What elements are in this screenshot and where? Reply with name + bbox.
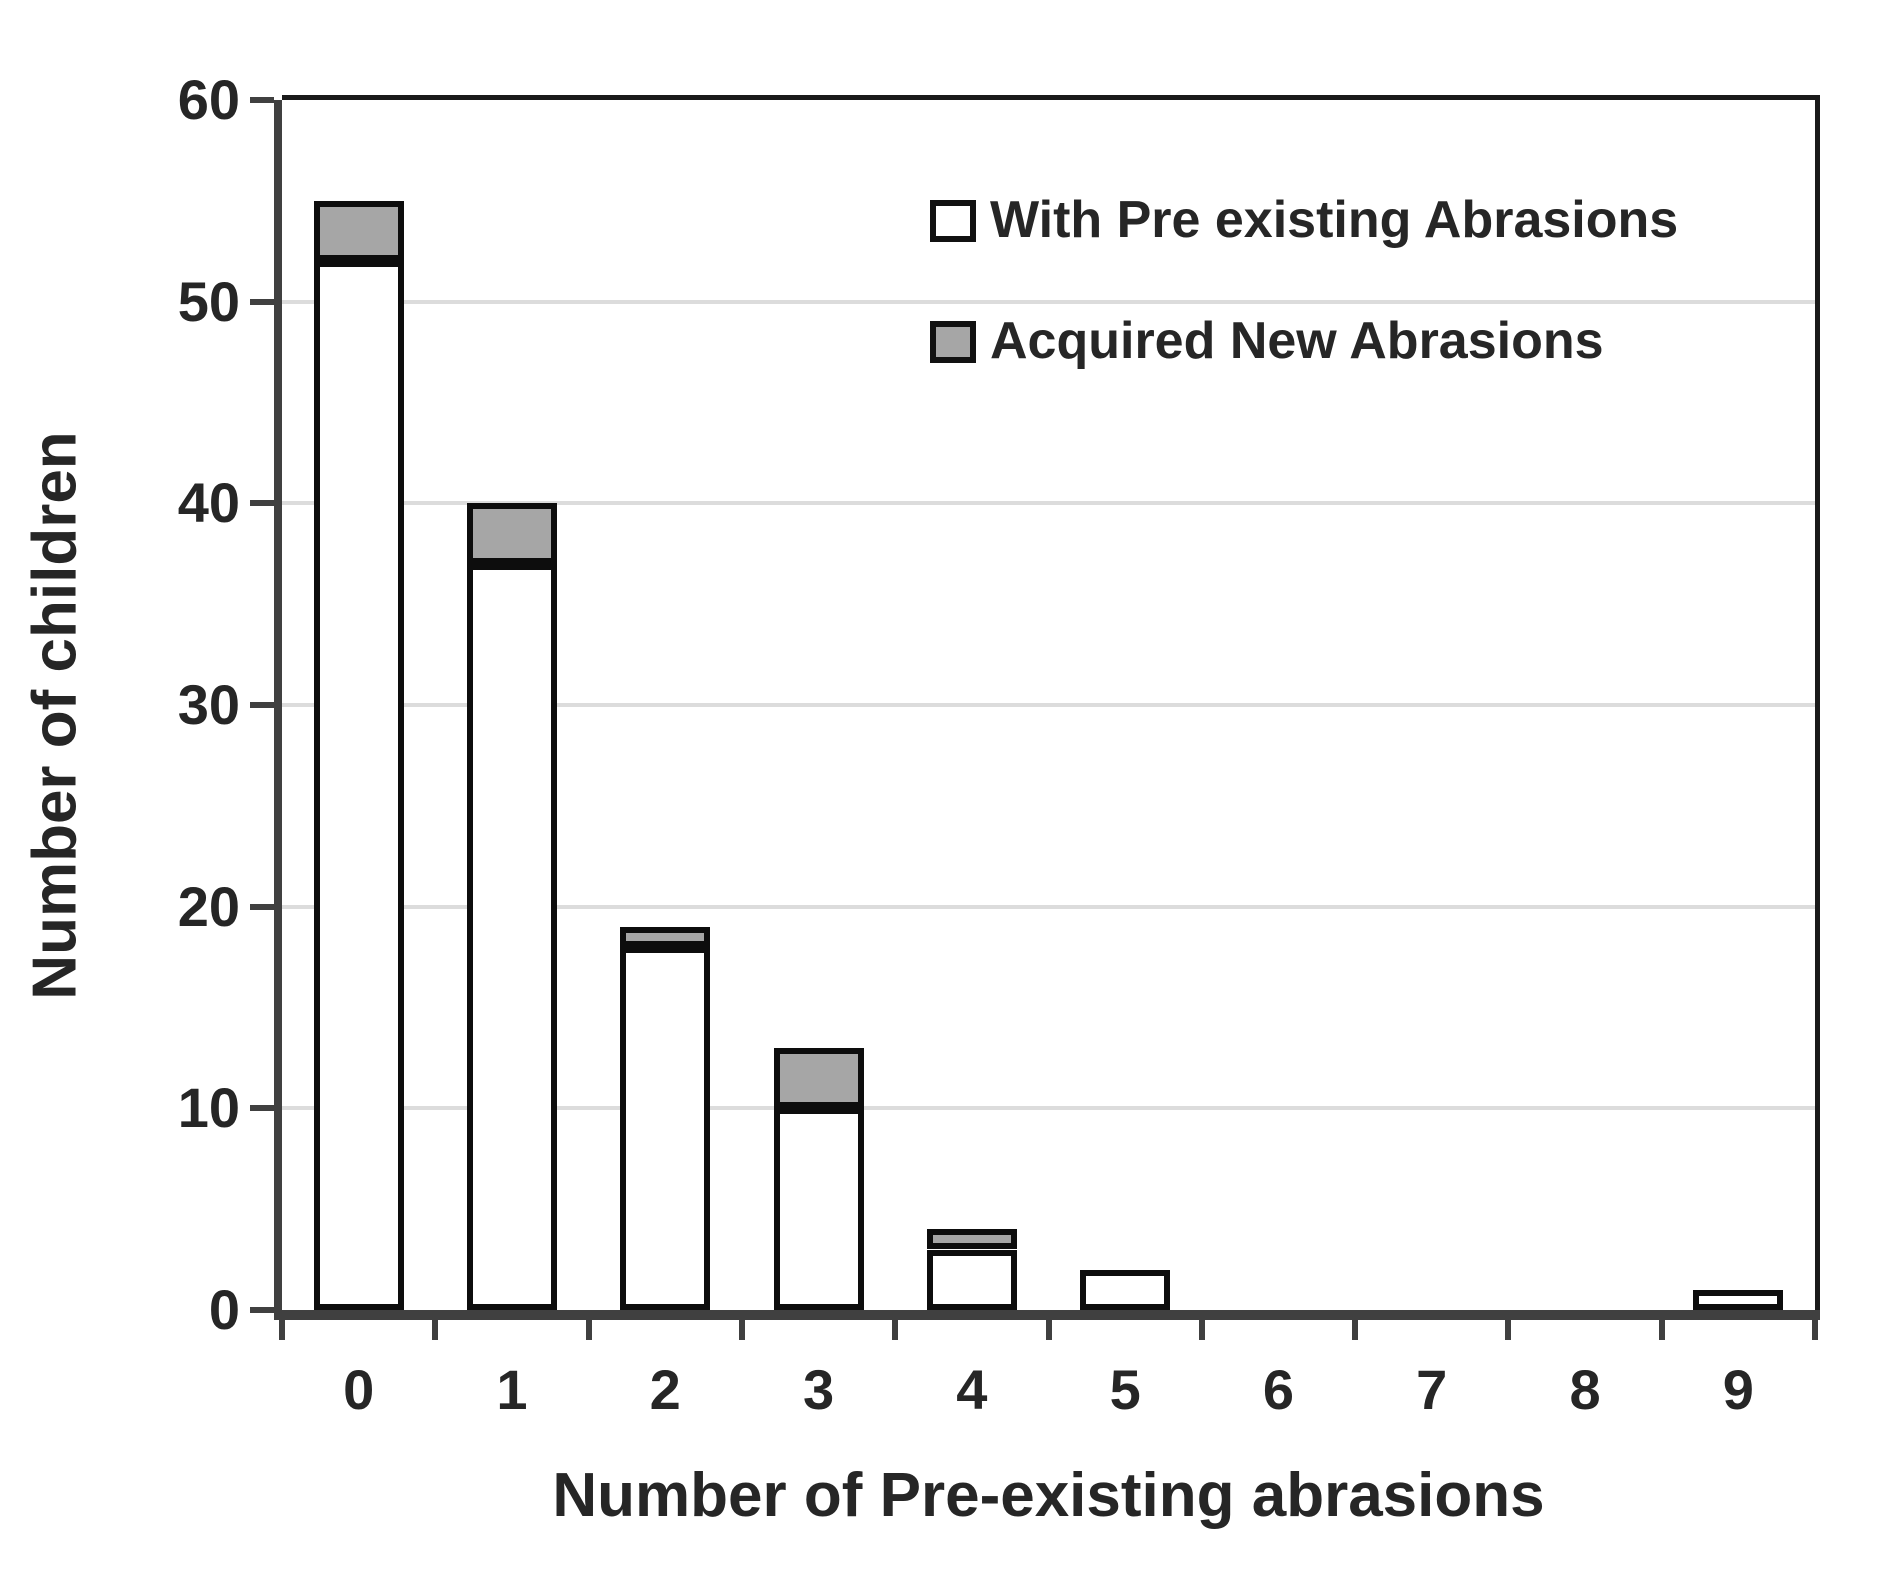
bar-3-white-segment xyxy=(773,1108,864,1310)
y-tick-label-50: 50 xyxy=(177,269,240,333)
x-tick-3 xyxy=(738,1320,745,1340)
bar-2-gray-segment xyxy=(620,926,711,947)
bar-4-gray-segment xyxy=(926,1229,1017,1250)
frame-top xyxy=(282,95,1820,100)
legend-item-with-pre-existing: With Pre existing Abrasions xyxy=(930,191,1679,249)
x-tick-label-0: 0 xyxy=(343,1358,375,1421)
y-tick-label-20: 20 xyxy=(177,874,240,938)
x-tick-label-2: 2 xyxy=(649,1358,681,1421)
legend-swatch-gray-icon xyxy=(930,320,976,363)
x-tick-label-9: 9 xyxy=(1722,1358,1754,1421)
legend-label-with-pre-existing: With Pre existing Abrasions xyxy=(990,191,1679,249)
y-tick-label-0: 0 xyxy=(208,1278,240,1341)
bar-5-white-segment xyxy=(1080,1269,1171,1310)
gridline-10 xyxy=(282,1106,1815,1111)
legend-label-acquired-new: Acquired New Abrasions xyxy=(990,312,1604,371)
bar-2-white-segment xyxy=(620,947,711,1310)
y-tick-30 xyxy=(250,702,274,708)
y-axis-line xyxy=(274,100,282,1320)
y-tick-20 xyxy=(250,903,274,910)
x-tick-label-8: 8 xyxy=(1569,1358,1601,1421)
gridline-40 xyxy=(282,501,1815,506)
y-tick-0 xyxy=(250,1307,274,1313)
legend-swatch-white-icon xyxy=(930,199,976,242)
bar-0-gray-segment xyxy=(313,200,404,262)
x-tick-label-4: 4 xyxy=(956,1358,988,1421)
legend-item-acquired-new: Acquired New Abrasions xyxy=(930,312,1678,371)
x-tick-6 xyxy=(1198,1320,1205,1340)
x-tick-label-5: 5 xyxy=(1109,1358,1141,1421)
gridline-20 xyxy=(282,904,1815,909)
y-tick-label-10: 10 xyxy=(177,1076,240,1140)
frame-right xyxy=(1815,95,1820,1310)
x-tick-1 xyxy=(432,1320,439,1340)
legend: With Pre existing Abrasions Acquired New… xyxy=(930,191,1679,434)
bar-0-white-segment xyxy=(313,261,404,1310)
x-tick-2 xyxy=(585,1320,592,1340)
x-tick-label-1: 1 xyxy=(496,1358,528,1421)
gridline-50 xyxy=(282,299,1815,304)
x-tick-label-7: 7 xyxy=(1416,1358,1448,1421)
gridline-30 xyxy=(282,703,1815,707)
x-tick-4 xyxy=(892,1320,899,1340)
y-tick-60 xyxy=(250,97,274,103)
y-tick-label-60: 60 xyxy=(177,68,240,131)
x-tick-label-3: 3 xyxy=(802,1358,835,1421)
x-tick-5 xyxy=(1045,1320,1052,1340)
plot-area: 0 10 20 30 40 50 60 0 1 2 3 4 5 6 7 8 9 xyxy=(178,72,1820,1418)
x-tick-7 xyxy=(1352,1320,1359,1340)
bar-1-gray-segment xyxy=(466,503,557,564)
y-tick-label-40: 40 xyxy=(177,471,240,535)
x-tick-0 xyxy=(279,1320,285,1340)
y-tick-label-30: 30 xyxy=(177,673,240,736)
y-tick-10 xyxy=(250,1105,274,1112)
y-tick-50 xyxy=(250,298,274,305)
x-tick-9 xyxy=(1658,1320,1665,1340)
x-tick-label-6: 6 xyxy=(1262,1358,1295,1421)
x-axis-line xyxy=(274,1310,1820,1320)
bar-1-white-segment xyxy=(466,563,557,1310)
bar-9-white-segment xyxy=(1693,1289,1784,1310)
bar-3-gray-segment xyxy=(773,1047,864,1109)
x-axis-title: Number of Pre-existing abrasions xyxy=(552,1461,1545,1530)
x-tick-10 xyxy=(1812,1320,1818,1340)
y-tick-40 xyxy=(250,500,274,507)
x-tick-8 xyxy=(1505,1320,1512,1340)
y-axis-title: Number of children xyxy=(20,431,90,1000)
bar-4-white-segment xyxy=(926,1249,1017,1310)
